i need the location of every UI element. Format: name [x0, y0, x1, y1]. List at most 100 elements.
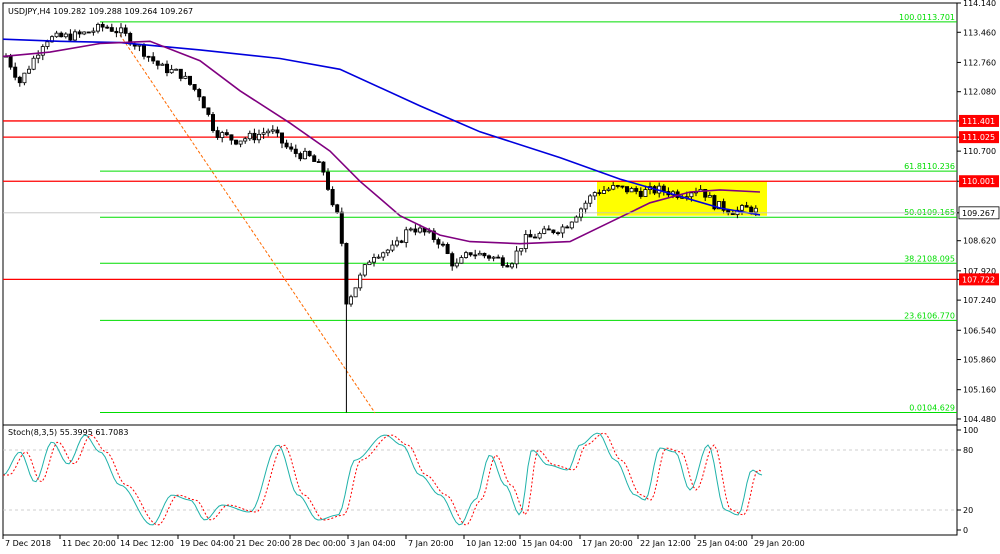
candle-body-56	[261, 132, 266, 135]
fibonacci-levels: 100.0113.70161.8110.23650.0109.16538.210…	[100, 13, 957, 414]
candle-body-93	[431, 230, 436, 240]
candle-body-160	[740, 205, 745, 211]
time-label-0: 7 Dec 2018	[5, 539, 51, 548]
candle-body-60	[279, 132, 284, 144]
candle-body-112	[519, 248, 524, 252]
price-label-12: 107.240	[963, 296, 996, 305]
time-label-6: 3 Jan 04:00	[350, 539, 396, 548]
candle-body-36	[169, 68, 174, 74]
candle-body-131	[606, 188, 611, 191]
candle-body-111	[514, 250, 519, 265]
osc-label-2: 20	[963, 506, 973, 515]
candle-body-123	[569, 221, 574, 229]
candle-body-25	[119, 27, 124, 34]
candle-body-79	[367, 261, 372, 266]
candle-body-139	[643, 189, 648, 197]
fib-label-0: 100.0113.701	[899, 13, 955, 22]
candle-body-137	[634, 188, 639, 192]
price-panel	[2, 2, 958, 426]
candle-body-6	[31, 57, 36, 70]
price-axis: 114.140 113.460 112.760 112.080 111.401 111.0…	[957, 0, 1000, 424]
candle-body-96	[445, 244, 450, 255]
candle-body-57	[266, 130, 271, 134]
candle-body-127	[588, 195, 593, 204]
price-label-0: 114.140	[963, 0, 996, 8]
price-label-box-5	[959, 131, 999, 144]
candle-body-52	[243, 138, 248, 142]
candle-body-119	[551, 229, 556, 234]
candle-body-30	[141, 44, 146, 57]
candle-body-83	[385, 249, 390, 254]
time-axis: 7 Dec 2018 11 Dec 20:00 14 Dec 12:00 19 Dec…	[2, 535, 805, 548]
candle-body-65	[302, 150, 307, 160]
candle-body-47	[220, 132, 225, 138]
oscillator: 100 80 20 0	[2, 426, 978, 535]
candle-body-48	[224, 132, 229, 136]
candle-body-31	[146, 55, 151, 58]
candle-body-40	[187, 75, 192, 85]
candle-body-155	[717, 201, 722, 210]
candle-body-121	[560, 226, 565, 234]
candle-body-11	[54, 32, 59, 38]
time-label-10: 17 Jan 20:00	[582, 539, 633, 548]
candle-body-106	[491, 256, 496, 259]
candle-body-107	[496, 256, 501, 259]
candle-body-149	[689, 192, 694, 198]
candle-body-71	[330, 189, 335, 206]
horizontal-levels	[3, 120, 957, 281]
price-label-4: 111.401	[962, 117, 995, 126]
candle-body-101	[468, 252, 473, 256]
candle-body-130	[602, 190, 607, 194]
candle-body-43	[201, 96, 206, 109]
price-label-13: 106.540	[963, 326, 996, 335]
candle-body-38	[178, 68, 183, 79]
candle-body-74	[344, 242, 349, 305]
candle-body-124	[574, 216, 579, 223]
candle-body-21	[100, 23, 105, 28]
price-label-15: 105.160	[963, 386, 996, 395]
candle-body-113	[523, 234, 528, 249]
fib-label-4: 23.6106.770	[904, 311, 955, 320]
candle-body-69	[321, 161, 326, 173]
candle-body-42	[197, 89, 202, 98]
candle-body-66	[307, 150, 312, 157]
price-label-6: 110.700	[963, 147, 996, 156]
candle-body-87	[404, 229, 409, 243]
candle-body-153	[707, 195, 712, 198]
candle-body-114	[528, 234, 533, 238]
candle-body-20	[96, 23, 101, 32]
time-label-9: 15 Jan 04:00	[522, 539, 573, 548]
candle-body-75	[348, 296, 353, 305]
candle-body-94	[436, 239, 441, 245]
candle-body-45	[210, 114, 215, 131]
candle-body-100	[463, 252, 468, 258]
fib-label-1: 61.8110.236	[904, 162, 955, 171]
candle-body-72	[335, 204, 340, 213]
candle-body-109	[505, 265, 510, 268]
price-label-10: 107.920	[963, 267, 996, 276]
price-label-3: 112.080	[963, 88, 996, 97]
candle-body-103	[477, 252, 482, 256]
price-label-box-7	[959, 175, 999, 188]
candle-body-105	[486, 255, 491, 259]
fib-trendline	[119, 34, 376, 414]
candle-body-85	[394, 240, 399, 246]
fib-label-3: 38.2108.095	[904, 254, 955, 263]
osc-main-line	[2, 432, 763, 526]
time-label-3: 19 Dec 04:00	[180, 539, 234, 548]
oscillator-title: Stoch(8,3,5) 55.3995 61.7083	[8, 428, 128, 437]
time-label-4: 21 Dec 20:00	[236, 539, 290, 548]
candle-body-39	[183, 75, 188, 79]
candle-body-1	[8, 55, 13, 68]
candle-body-132	[611, 185, 616, 190]
candle-body-122	[565, 226, 570, 229]
ma-fast-line	[2, 40, 761, 245]
candle-body-73	[339, 211, 344, 244]
candle-body-14	[68, 33, 73, 41]
candle-body-51	[238, 140, 243, 145]
candle-body-16	[77, 31, 82, 35]
candle-body-63	[293, 148, 298, 154]
time-label-12: 25 Jan 04:00	[697, 539, 748, 548]
candle-body-15	[73, 31, 78, 41]
